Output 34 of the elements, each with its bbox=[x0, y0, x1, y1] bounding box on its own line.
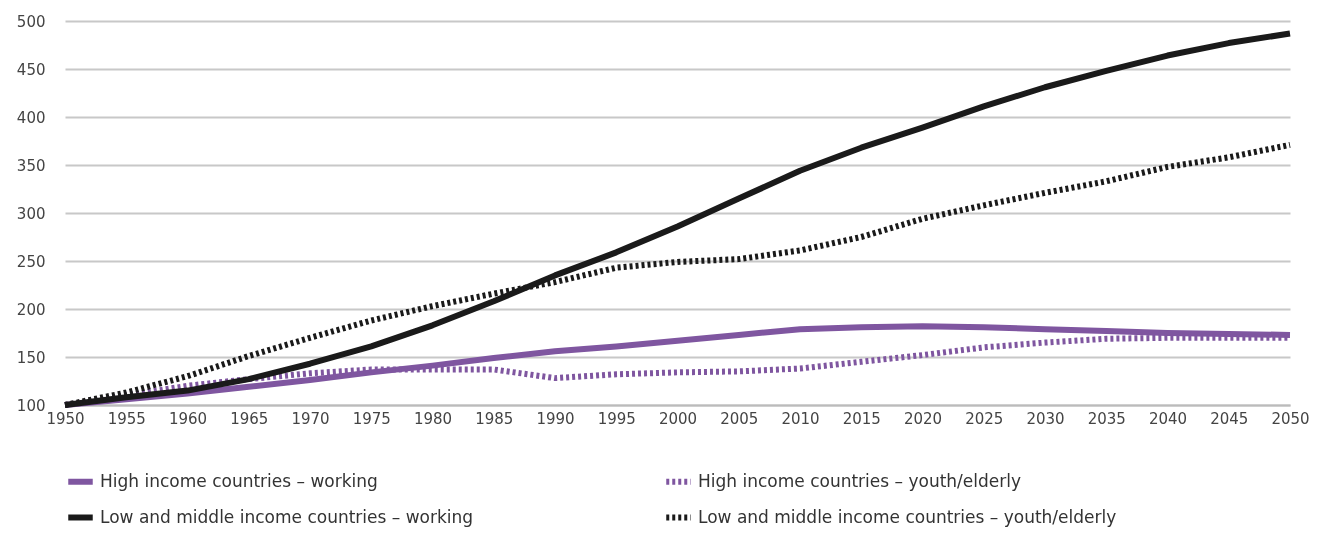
y-tick-label: 350 bbox=[16, 156, 46, 175]
x-tick-label: 2035 bbox=[1087, 409, 1126, 428]
legend-label: High income countries – youth/elderly bbox=[698, 470, 1022, 491]
x-tick-label: 1980 bbox=[413, 409, 453, 428]
y-tick-label: 500 bbox=[16, 12, 46, 31]
x-tick-label: 2015 bbox=[842, 409, 881, 428]
x-tick-label: 2005 bbox=[720, 409, 759, 428]
legend-label: High income countries – working bbox=[100, 470, 378, 491]
y-tick-label: 250 bbox=[16, 252, 46, 271]
legend-label: Low and middle income countries – youth/elderly bbox=[698, 506, 1117, 527]
legend-label: Low and middle income countries – working bbox=[100, 506, 474, 527]
x-tick-label: 1975 bbox=[352, 409, 391, 428]
x-tick-label: 1950 bbox=[46, 409, 85, 428]
x-tick-label: 1970 bbox=[291, 409, 330, 428]
x-tick-label: 2010 bbox=[781, 409, 820, 428]
y-tick-label: 200 bbox=[16, 300, 46, 319]
x-tick-label: 2050 bbox=[1271, 409, 1310, 428]
x-tick-label: 1955 bbox=[107, 409, 146, 428]
x-tick-label: 2000 bbox=[658, 409, 698, 428]
y-tick-label: 300 bbox=[16, 204, 46, 223]
x-tick-label: 2045 bbox=[1210, 409, 1249, 428]
x-tick-label: 2020 bbox=[903, 409, 943, 428]
x-tick-label: 1985 bbox=[475, 409, 514, 428]
x-tick-label: 1995 bbox=[597, 409, 636, 428]
x-tick-label: 2040 bbox=[1148, 409, 1188, 428]
y-tick-label: 150 bbox=[16, 348, 46, 367]
x-tick-label: 1965 bbox=[230, 409, 269, 428]
x-tick-label: 1990 bbox=[536, 409, 575, 428]
x-tick-label: 1960 bbox=[168, 409, 208, 428]
x-tick-label: 2030 bbox=[1026, 409, 1065, 428]
x-tick-label: 2025 bbox=[965, 409, 1004, 428]
y-tick-label: 450 bbox=[16, 60, 46, 79]
y-tick-label: 100 bbox=[16, 396, 46, 415]
y-tick-label: 400 bbox=[16, 108, 46, 127]
